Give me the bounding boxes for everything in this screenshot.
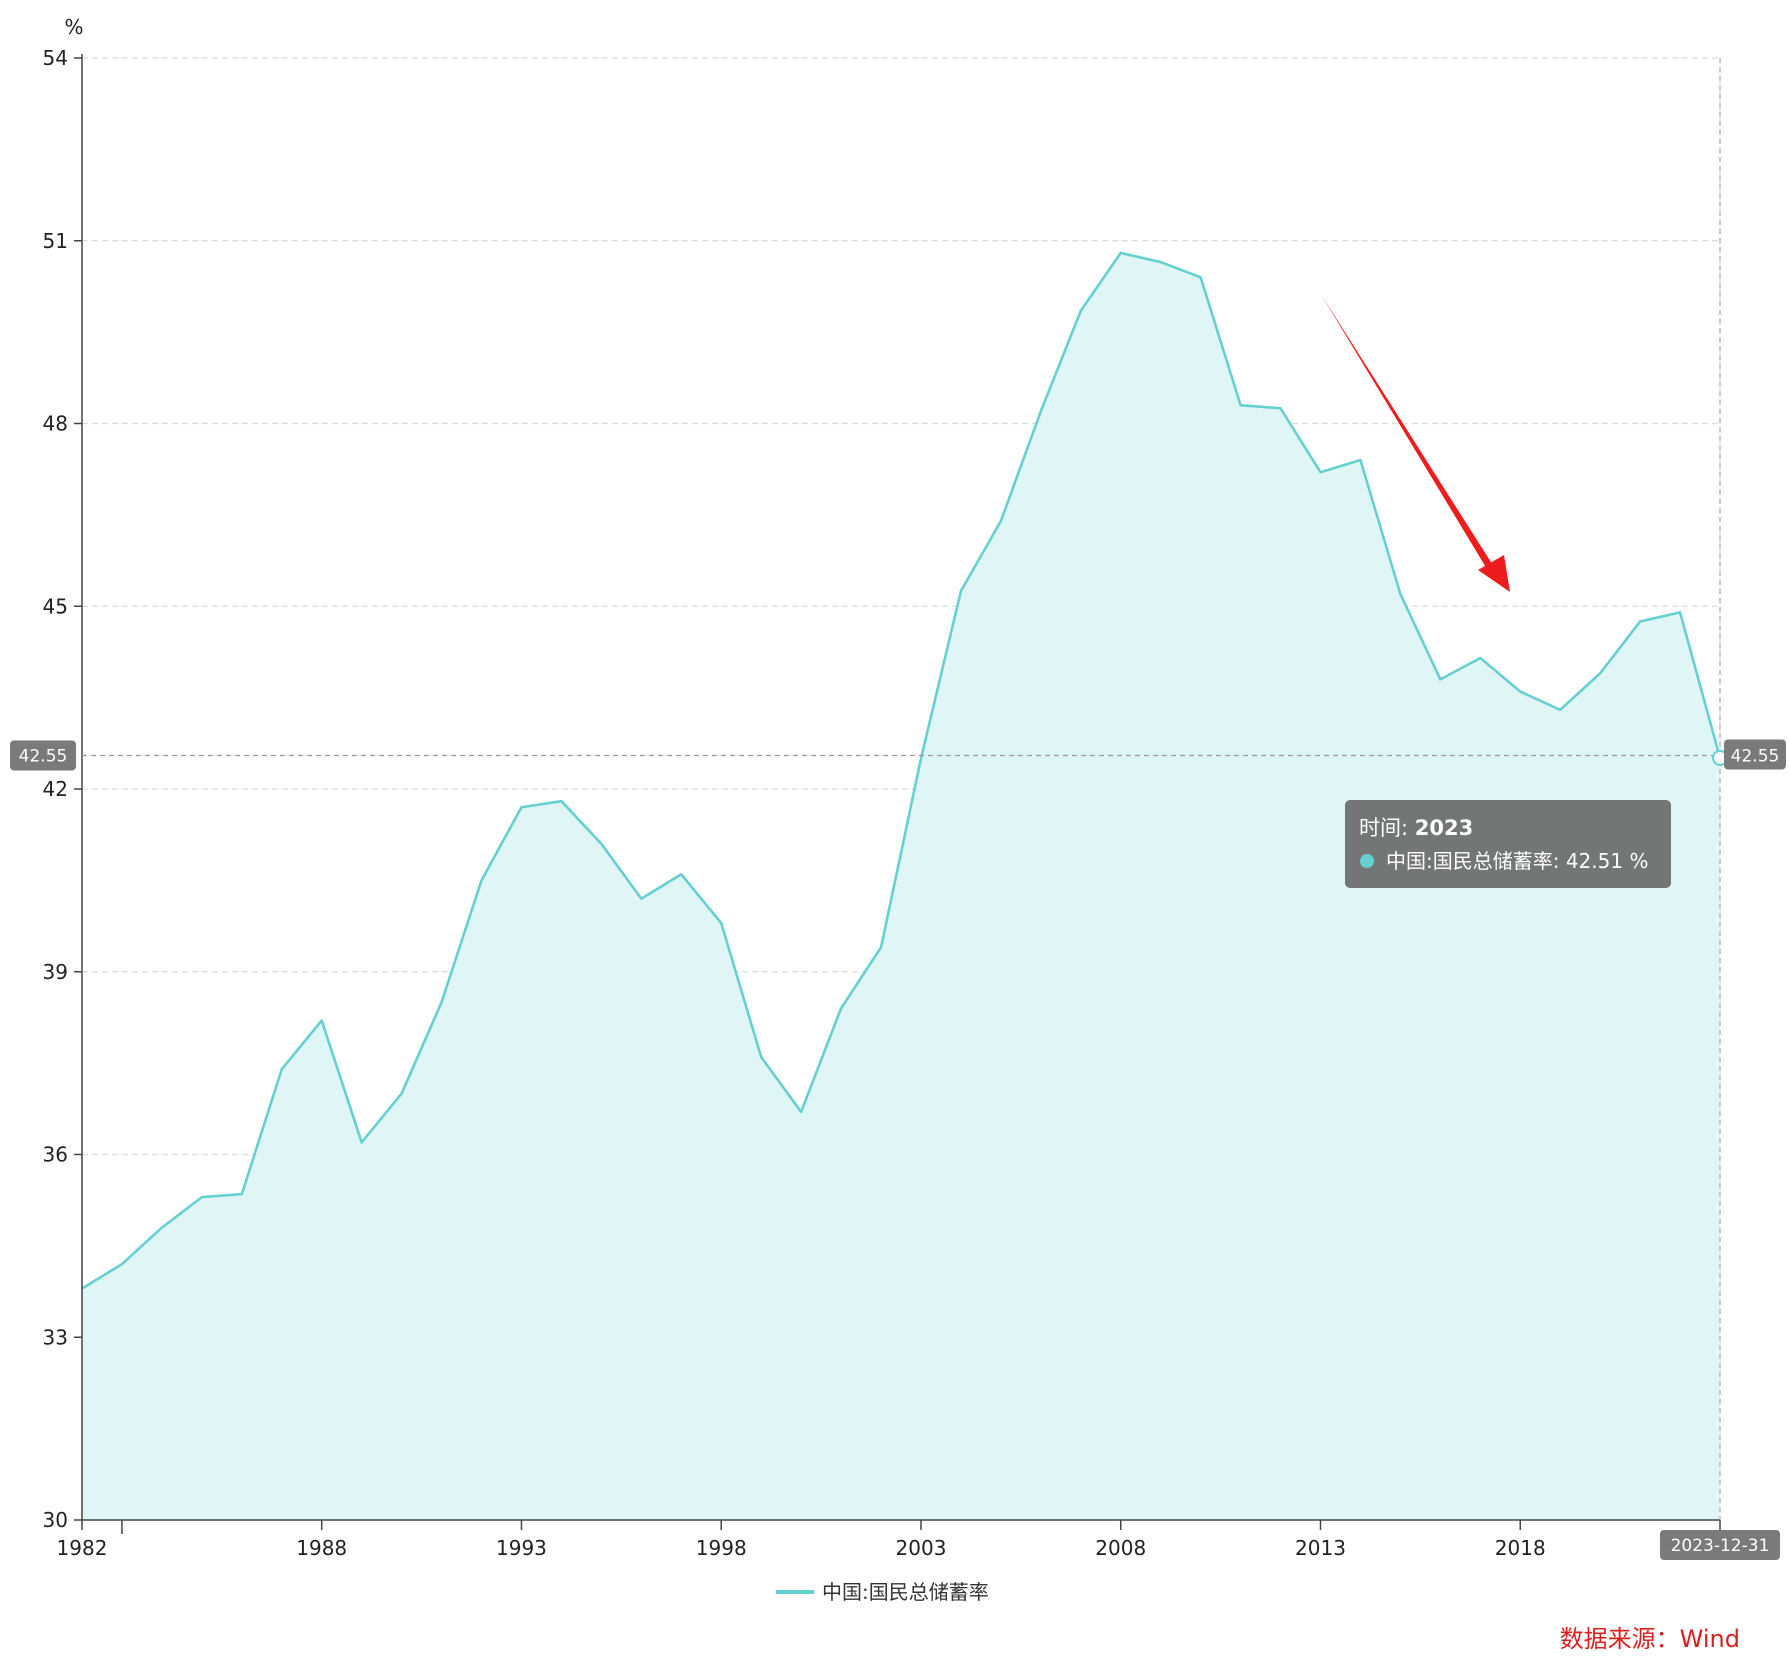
y-tick-label-48: 48 [43,412,68,436]
data-point-2022 [1678,610,1682,614]
data-point-2015 [1398,592,1402,596]
y-tick-label-54: 54 [43,46,68,70]
tooltip-series-dot [1360,854,1374,868]
legend: 中国:国民总储蓄率 [776,1580,989,1604]
data-point-1998 [719,921,723,925]
data-point-1988 [320,1018,324,1022]
series-line [81,251,1722,1290]
data-point-2012 [1279,406,1283,410]
crosshair-left-tag: 42.55 [10,740,76,771]
data-point-2008 [1119,251,1123,255]
tooltip: 时间: 2023 中国:国民总储蓄率: 42.51 % [1345,800,1671,888]
y-tick-label-30: 30 [43,1508,68,1532]
x-tick-label-1988: 1988 [296,1536,347,1560]
data-point-1987 [280,1067,284,1071]
data-point-2002 [879,945,883,949]
y-tick-label-36: 36 [43,1143,68,1167]
data-point-1984 [160,1226,164,1230]
x-tick-label-2013: 2013 [1295,1536,1346,1560]
data-point-1990 [400,1092,404,1096]
x-tick-label-2003: 2003 [896,1536,947,1560]
series-area-fill [82,252,1720,1521]
data-point-1983 [120,1262,124,1266]
x-tick-label-1998: 1998 [696,1536,747,1560]
data-point-1994 [559,799,563,803]
y-tick-label-42: 42 [43,777,68,801]
tooltip-time: 时间: 2023 [1359,816,1473,840]
data-point-1985 [200,1195,204,1199]
data-point-2019 [1558,708,1562,712]
data-point-2021 [1638,619,1642,623]
x-tick-label-2008: 2008 [1095,1536,1146,1560]
data-point-1991 [440,1000,444,1004]
y-tick-label-45: 45 [43,594,68,618]
data-point-2004 [959,589,963,593]
x-tick-label-1982: 1982 [57,1536,108,1560]
data-point-2017 [1478,656,1482,660]
crosshair-date-tag-bg [1660,1530,1780,1560]
data-point-1989 [360,1140,364,1144]
y-tick-label-39: 39 [43,960,68,984]
data-point-2014 [1358,458,1362,462]
data-point-2006 [1039,409,1043,413]
data-point-1999 [759,1055,763,1059]
data-point-2010 [1199,275,1203,279]
data-point-1995 [599,842,603,846]
data-point-1997 [679,872,683,876]
crosshair-date-tag-text: 2023-12-31 [1671,1536,1770,1556]
crosshair-left-tag-text: 42.55 [19,746,68,766]
data-point-2009 [1159,260,1163,264]
crosshair-right-tag-text: 42.55 [1731,746,1780,766]
annotation-arrow-shaft [1322,296,1496,574]
data-point-2007 [1079,309,1083,313]
x-tick-label-2018: 2018 [1495,1536,1546,1560]
data-point-2016 [1438,677,1442,681]
y-tick-label-33: 33 [43,1325,68,1349]
annotation-arrow-head [1478,555,1510,592]
data-point-2013 [1318,470,1322,474]
data-point-2005 [999,519,1003,523]
data-point-1986 [240,1192,244,1196]
crosshair-left-tag-bg [10,740,76,771]
data-point-2000 [799,1110,803,1114]
data-point-2018 [1518,690,1522,694]
data-point-2003 [919,757,923,761]
data-point-2011 [1239,403,1243,407]
y-tick-label-51: 51 [43,229,68,253]
legend-label: 中国:国民总储蓄率 [822,1580,989,1604]
data-point-1993 [519,805,523,809]
data-point-1992 [480,878,484,882]
crosshair-right-tag-bg [1724,739,1786,770]
data-point-1996 [639,897,643,901]
y-unit-label: % [64,15,83,39]
annotation-arrow [1322,296,1510,592]
crosshair-date-tag: 2023-12-31 [1660,1530,1780,1560]
crosshair-right-tag: 42.55 [1724,739,1786,770]
source-note: 数据来源：Wind [1560,1625,1740,1653]
data-point-2020 [1598,671,1602,675]
x-tick-label-1993: 1993 [496,1536,547,1560]
tooltip-bg [1345,800,1671,888]
tooltip-series-value: 中国:国民总储蓄率: 42.51 % [1386,849,1648,873]
data-point-2001 [839,1006,843,1010]
